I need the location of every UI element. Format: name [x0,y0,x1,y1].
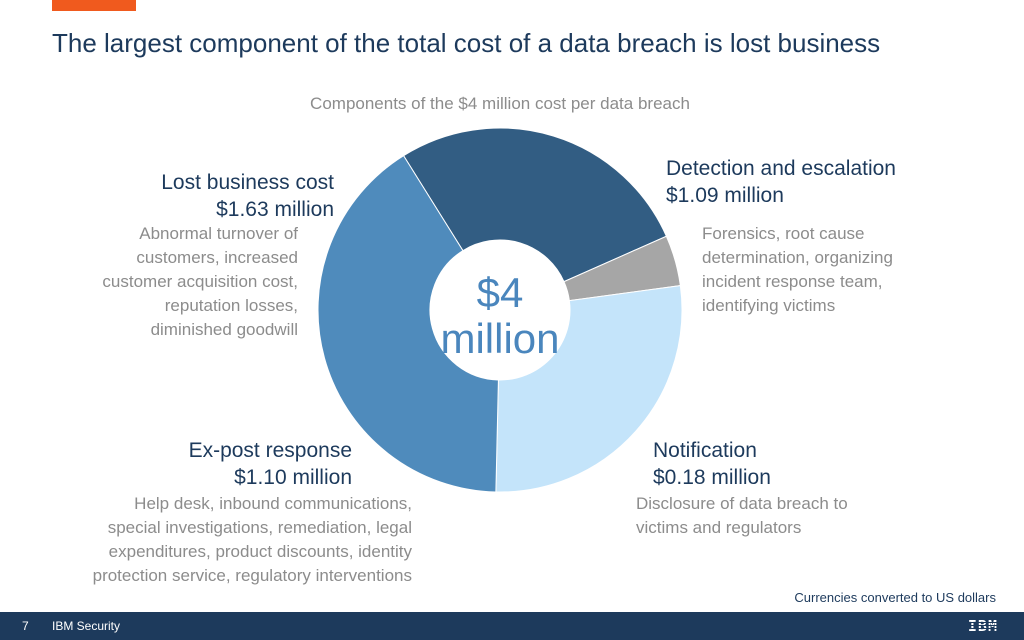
description-line: customers, increased [136,248,298,267]
notification-value: $0.18 million [653,466,771,489]
donut-center-label: $4 million [425,270,575,362]
description-line: expenditures, product discounts, identit… [108,542,412,561]
ibm-logo: IBM [967,617,998,635]
description-line: reputation losses, [164,296,298,315]
lost-business-label: Lost business cost $1.63 million [161,169,334,223]
description-line: Disclosure of data breach to [636,494,848,513]
description-line: diminished goodwill [150,320,298,339]
chart-subtitle: Components of the $4 million cost per da… [310,94,690,113]
lost-business-value: $1.63 million [216,198,334,221]
detection-description: Forensics, root cause determination, org… [702,222,893,318]
currency-footnote: Currencies converted to US dollars [794,590,996,605]
donut-slice-lost_business [317,154,499,493]
slide-title: The largest component of the total cost … [52,28,881,58]
description-line: special investigations, remediation, leg… [107,518,412,537]
center-unit: million [440,315,560,362]
ex-post-name: Ex-post response [188,439,352,462]
description-line: protection service, regulatory intervent… [92,566,412,585]
ex-post-label: Ex-post response $1.10 million [189,437,352,491]
notification-name: Notification [653,439,757,462]
footer-bar: 7 IBM Security IBM [0,612,1024,640]
footer-brand: IBM Security [52,619,121,633]
detection-label: Detection and escalation $1.09 million [666,155,896,209]
description-line: identifying victims [702,296,836,315]
description-line: Help desk, inbound communications, [134,494,412,513]
description-line: victims and regulators [636,518,802,537]
description-line: Abnormal turnover of [139,224,298,243]
description-line: Forensics, root cause [702,224,865,243]
notification-label: Notification $0.18 million [653,437,771,491]
notification-description: Disclosure of data breach to victims and… [636,492,848,540]
description-line: determination, organizing [702,248,893,267]
description-line: customer acquisition cost, [102,272,298,291]
detection-name: Detection and escalation [666,157,896,180]
page-number: 7 [22,619,29,633]
ex-post-value: $1.10 million [234,466,352,489]
description-line: incident response team, [702,272,883,291]
donut-slice-detection [402,127,668,283]
accent-bar [52,0,136,11]
center-value: $4 [476,269,524,316]
lost-business-name: Lost business cost [161,171,334,194]
detection-value: $1.09 million [666,184,784,207]
donut-slice-ex_post [495,285,683,493]
lost-business-description: Abnormal turnover of customers, increase… [102,222,298,342]
ex-post-description: Help desk, inbound communications, speci… [93,492,412,588]
